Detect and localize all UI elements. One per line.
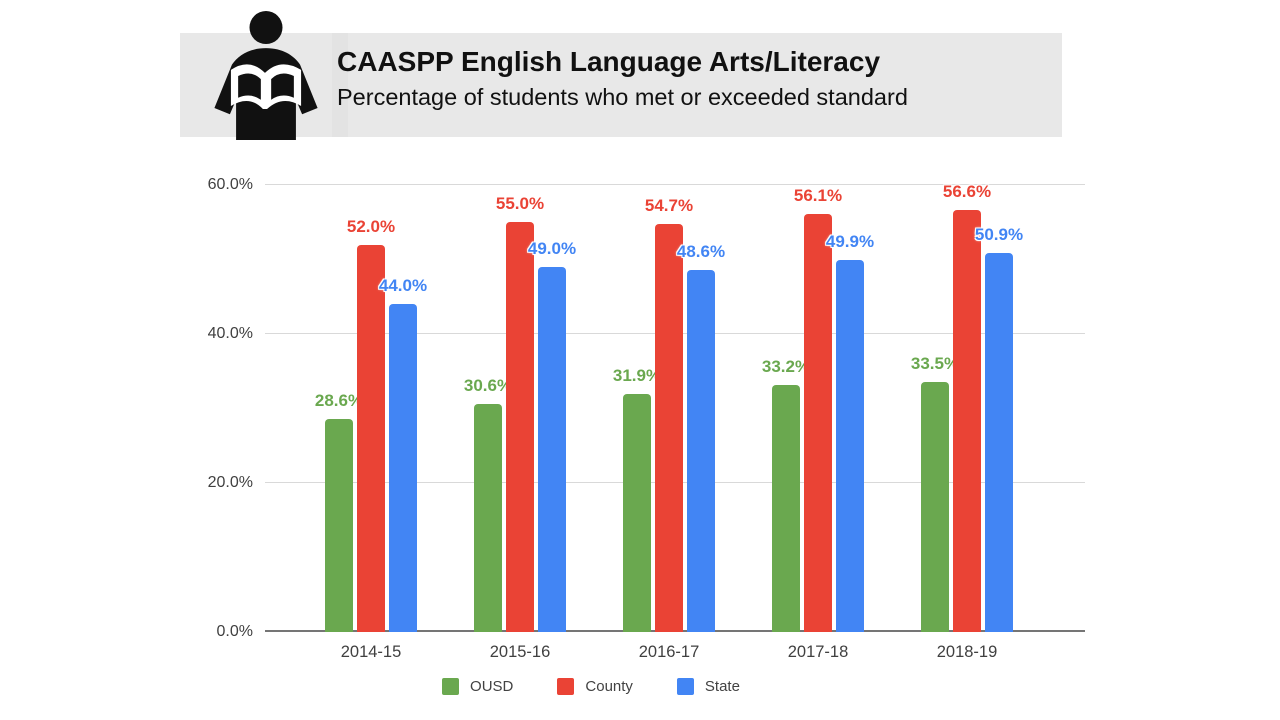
bar-state-2014-15 xyxy=(389,304,417,632)
bar-group-2017-18: 33.2% 56.1% 49.9% xyxy=(762,155,874,632)
data-label-ousd-2016-17: 31.9% xyxy=(612,366,662,385)
y-tick-60.0%: 60.0% xyxy=(207,176,253,193)
bar-slot-ousd-2015-16: 30.6% xyxy=(464,376,512,632)
y-tick-0.0%: 0.0% xyxy=(216,623,253,640)
bar-state-2017-18 xyxy=(836,260,864,632)
header-titles: CAASPP English Language Arts/Literacy Pe… xyxy=(337,45,1057,113)
bar-slot-ousd-2014-15: 28.6% xyxy=(315,391,363,632)
bar-slot-county-2016-17: 54.7% xyxy=(645,196,693,632)
gridline-60.0% xyxy=(265,184,1085,185)
bar-slot-state-2014-15: 44.0% xyxy=(379,276,427,632)
data-label-ousd-2017-18: 33.2% xyxy=(761,357,811,376)
legend-item-state: State xyxy=(676,677,740,695)
bar-group-2014-15: 28.6% 52.0% 44.0% xyxy=(315,155,427,632)
bar-county-2018-19 xyxy=(953,210,981,632)
bar-slot-ousd-2018-19: 33.5% xyxy=(911,354,959,632)
bar-county-2015-16 xyxy=(506,222,534,632)
bar-state-2015-16 xyxy=(538,267,566,632)
bar-state-2018-19 xyxy=(985,253,1013,632)
bar-slot-county-2018-19: 56.6% xyxy=(943,182,991,632)
data-label-state-2015-16: 49.0% xyxy=(527,239,577,258)
reading-person-icon xyxy=(214,11,318,140)
bar-group-2016-17: 31.9% 54.7% 48.6% xyxy=(613,155,725,632)
bar-ousd-2017-18 xyxy=(772,385,800,632)
chart-title: CAASPP English Language Arts/Literacy xyxy=(337,46,881,77)
legend-swatch-ousd xyxy=(442,677,460,695)
bar-slot-ousd-2017-18: 33.2% xyxy=(762,357,810,632)
data-label-state-2017-18: 49.9% xyxy=(825,232,875,251)
bar-county-2014-15 xyxy=(357,245,385,632)
x-tick-2018-19: 2018-19 xyxy=(936,643,998,661)
data-label-ousd-2014-15: 28.6% xyxy=(314,391,364,410)
bar-state-2016-17 xyxy=(687,270,715,632)
bar-slot-county-2014-15: 52.0% xyxy=(347,217,395,632)
legend-swatch-county xyxy=(557,677,575,695)
x-tick-2015-16: 2015-16 xyxy=(489,643,551,661)
legend-swatch-state xyxy=(676,677,694,695)
bar-group-2018-19: 33.5% 56.6% 50.9% xyxy=(911,155,1023,632)
data-label-ousd-2018-19: 33.5% xyxy=(910,354,960,373)
y-tick-20.0%: 20.0% xyxy=(207,474,253,491)
x-tick-2014-15: 2014-15 xyxy=(340,643,402,661)
bar-county-2016-17 xyxy=(655,224,683,632)
data-label-county-2018-19: 56.6% xyxy=(942,182,992,201)
x-tick-2017-18: 2017-18 xyxy=(787,643,849,661)
bar-county-2017-18 xyxy=(804,214,832,632)
header-divider xyxy=(332,33,348,137)
legend-label-state: State xyxy=(704,677,740,695)
bar-ousd-2016-17 xyxy=(623,394,651,632)
bar-slot-state-2017-18: 49.9% xyxy=(826,232,874,632)
legend: OUSD County State xyxy=(0,674,1182,698)
legend-label-county: County xyxy=(585,677,633,695)
data-label-county-2014-15: 52.0% xyxy=(346,217,396,236)
x-tick-2016-17: 2016-17 xyxy=(638,643,700,661)
data-label-county-2016-17: 54.7% xyxy=(644,196,694,215)
chart-header: CAASPP English Language Arts/Literacy Pe… xyxy=(180,11,1062,140)
data-label-state-2018-19: 50.9% xyxy=(974,225,1024,244)
chart-subtitle: Percentage of students who met or exceed… xyxy=(337,84,908,110)
bar-ousd-2015-16 xyxy=(474,404,502,632)
data-label-state-2016-17: 48.6% xyxy=(676,242,726,261)
bar-slot-county-2017-18: 56.1% xyxy=(794,186,842,632)
bar-slot-county-2015-16: 55.0% xyxy=(496,194,544,632)
bar-slot-state-2018-19: 50.9% xyxy=(975,225,1023,632)
bar-slot-ousd-2016-17: 31.9% xyxy=(613,366,661,632)
y-tick-40.0%: 40.0% xyxy=(207,325,253,342)
bar-ousd-2014-15 xyxy=(325,419,353,632)
legend-item-ousd: OUSD xyxy=(442,677,514,695)
bar-slot-state-2016-17: 48.6% xyxy=(677,242,725,632)
legend-label-ousd: OUSD xyxy=(470,677,514,695)
bar-slot-state-2015-16: 49.0% xyxy=(528,239,576,632)
data-label-county-2017-18: 56.1% xyxy=(793,186,843,205)
plot-area: 28.6% 52.0% 44.0% 30.6% 55.0% 49.0% 31.9% 54.7%… xyxy=(265,155,1085,632)
legend-item-county: County xyxy=(557,677,633,695)
data-label-county-2015-16: 55.0% xyxy=(495,194,545,213)
bar-ousd-2018-19 xyxy=(921,382,949,632)
data-label-state-2014-15: 44.0% xyxy=(378,276,428,295)
data-label-ousd-2015-16: 30.6% xyxy=(463,376,513,395)
bar-group-2015-16: 30.6% 55.0% 49.0% xyxy=(464,155,576,632)
